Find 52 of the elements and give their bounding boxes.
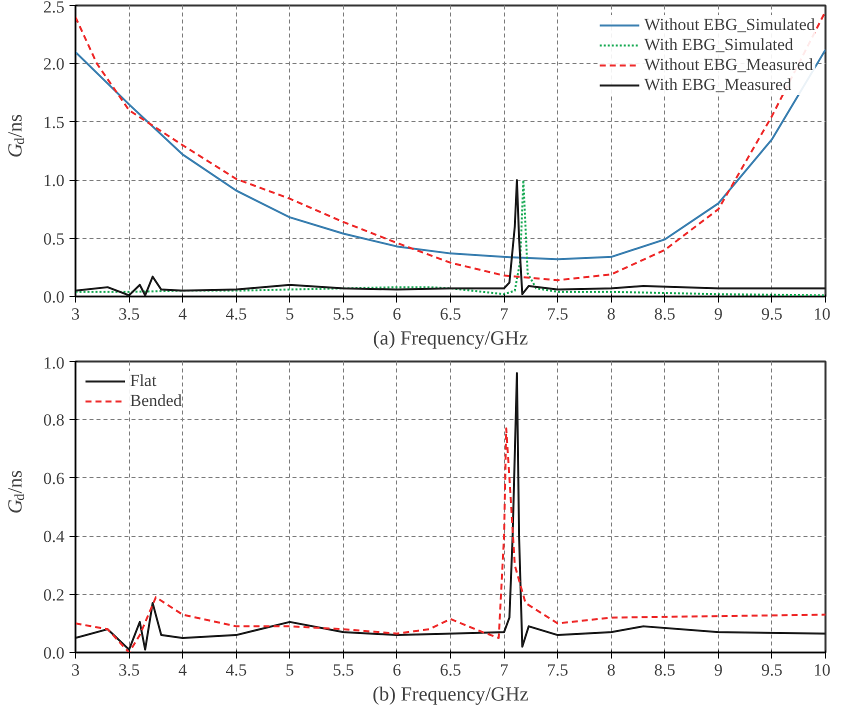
y-tick-label: 1.0 — [43, 171, 64, 190]
legend-label: Flat — [130, 371, 156, 391]
x-tick-label: 7 — [500, 304, 509, 324]
x-tick-label: 10 — [814, 304, 830, 324]
x-tick-label: 8 — [606, 304, 616, 324]
y-tick-label: 2.0 — [43, 54, 64, 74]
legend-label: Bended — [130, 391, 182, 411]
x-tick-label: 4.5 — [226, 304, 247, 324]
x-tick-label: 6 — [392, 660, 402, 680]
x-axis-title: (a) Frequency/GHz — [373, 328, 528, 350]
x-tick-label: 7 — [500, 660, 509, 680]
x-tick-label: 4.5 — [226, 660, 247, 680]
legend-label: With EBG_Measured — [644, 75, 792, 95]
x-tick-label: 7.5 — [547, 304, 568, 324]
x-tick-label: 5.5 — [332, 304, 354, 324]
x-tick-label: 8.5 — [654, 660, 676, 680]
x-tick-label: 3 — [71, 660, 80, 680]
y-tick-label: 0.8 — [43, 410, 64, 430]
x-tick-label: 9 — [714, 304, 723, 324]
y-axis-title: Gd/ns — [4, 114, 28, 158]
x-tick-label: 7.5 — [547, 660, 568, 680]
y-tick-label: 1.0 — [43, 354, 64, 372]
y-tick-label: 0.2 — [43, 585, 64, 604]
x-tick-label: 8 — [606, 660, 616, 680]
y-tick-label: 0.4 — [43, 527, 65, 546]
x-tick-label: 5 — [286, 304, 294, 324]
x-tick-label: 6.5 — [440, 304, 462, 324]
legend-label: Without EBG_Simulated — [644, 15, 815, 35]
x-tick-label: 5.5 — [332, 660, 354, 680]
y-tick-label: 0.0 — [43, 644, 64, 662]
x-tick-label: 6 — [392, 304, 402, 324]
x-tick-label: 3 — [71, 304, 80, 324]
x-tick-label: 5 — [286, 660, 294, 680]
x-tick-label: 6.5 — [440, 660, 462, 680]
y-axis-title: Gd/ns — [4, 470, 28, 514]
x-tick-label: 3.5 — [118, 304, 140, 324]
y-tick-label: 0.0 — [43, 288, 64, 306]
legend-label: Without EBG_Measured — [644, 55, 814, 75]
y-tick-label: 0.6 — [43, 468, 64, 488]
x-tick-label: 4 — [178, 660, 188, 680]
y-tick-label: 0.5 — [43, 229, 64, 248]
x-tick-label: 8.5 — [654, 304, 676, 324]
y-tick-label: 1.5 — [43, 112, 64, 132]
x-tick-label: 9.5 — [761, 660, 783, 680]
y-tick-label: 2.5 — [43, 0, 64, 16]
x-tick-label: 9 — [714, 660, 723, 680]
x-tick-label: 10 — [814, 660, 830, 680]
legend-label: With EBG_Simulated — [644, 35, 794, 55]
x-tick-label: 3.5 — [118, 660, 140, 680]
x-tick-label: 9.5 — [761, 304, 783, 324]
x-tick-label: 4 — [178, 304, 188, 324]
x-axis-title: (b) Frequency/GHz — [372, 684, 529, 706]
